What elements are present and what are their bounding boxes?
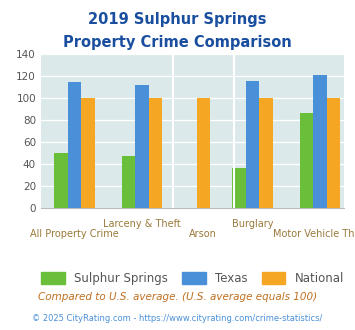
Bar <box>259 98 273 208</box>
Bar <box>197 98 210 208</box>
Bar <box>246 81 259 208</box>
Text: Arson: Arson <box>189 229 217 239</box>
Text: © 2025 CityRating.com - https://www.cityrating.com/crime-statistics/: © 2025 CityRating.com - https://www.city… <box>32 314 323 323</box>
Bar <box>232 168 246 208</box>
Legend: Sulphur Springs, Texas, National: Sulphur Springs, Texas, National <box>41 272 344 285</box>
Text: Property Crime Comparison: Property Crime Comparison <box>63 35 292 50</box>
Bar <box>327 98 340 208</box>
Bar <box>313 75 327 208</box>
Bar <box>54 153 68 208</box>
Text: All Property Crime: All Property Crime <box>30 229 119 239</box>
Bar <box>135 85 149 208</box>
Text: Compared to U.S. average. (U.S. average equals 100): Compared to U.S. average. (U.S. average … <box>38 292 317 302</box>
Bar <box>300 113 313 208</box>
Bar <box>122 156 135 208</box>
Bar <box>81 98 95 208</box>
Text: Larceny & Theft: Larceny & Theft <box>103 219 181 229</box>
Bar <box>68 82 81 208</box>
Bar <box>149 98 162 208</box>
Text: Burglary: Burglary <box>231 219 273 229</box>
Text: Motor Vehicle Theft: Motor Vehicle Theft <box>273 229 355 239</box>
Text: 2019 Sulphur Springs: 2019 Sulphur Springs <box>88 12 267 26</box>
